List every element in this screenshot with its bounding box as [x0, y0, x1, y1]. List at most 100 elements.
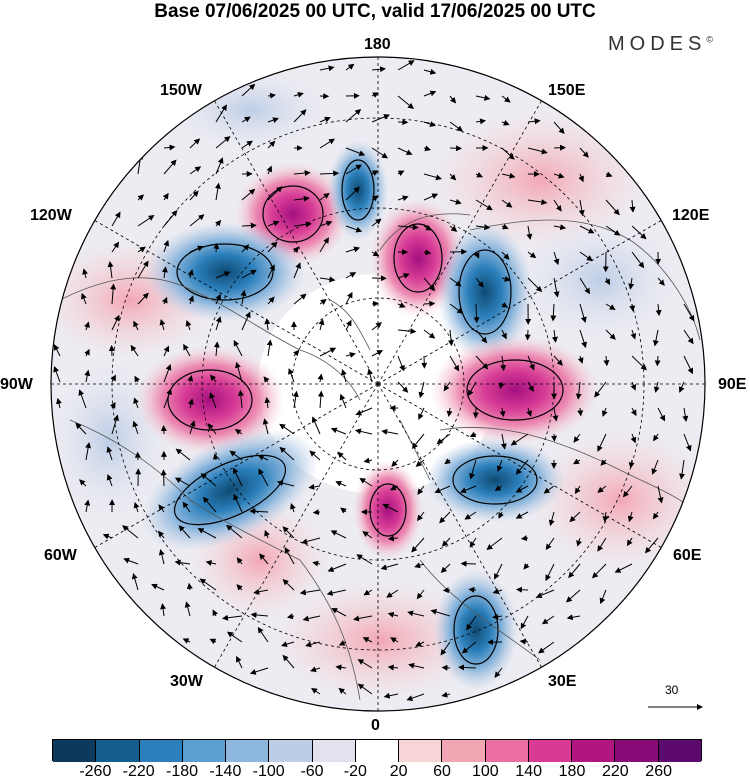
wind-vector: [545, 537, 555, 551]
wind-vector: [345, 147, 366, 157]
wind-vector: [330, 530, 347, 539]
wind-vector: [250, 611, 269, 618]
wind-vector: [310, 666, 321, 673]
colorbar-tick-label: 140: [515, 763, 543, 780]
lon-label-150e: 150E: [548, 82, 586, 99]
wind-vector: [407, 610, 425, 617]
wind-vector: [236, 655, 243, 669]
lon-label-30e: 30E: [548, 673, 577, 690]
wind-vector: [406, 693, 425, 701]
wind-vector: [600, 459, 607, 466]
wind-vector: [371, 350, 383, 357]
wind-vector: [469, 431, 477, 438]
colorbar-swatch: [53, 740, 97, 762]
wind-vector: [163, 210, 178, 227]
wind-vector: [137, 194, 145, 201]
wind-vector: [501, 275, 511, 282]
wind-vector: [566, 614, 581, 621]
wind-vector: [267, 92, 276, 99]
wind-vector: [475, 355, 489, 370]
wind-vector: [357, 683, 373, 695]
wind-vector: [183, 343, 191, 357]
wind-vector: [371, 322, 382, 331]
wind-vector: [501, 172, 516, 179]
wind-vector: [109, 401, 116, 409]
wind-vector: [241, 116, 251, 123]
wind-vector: [160, 469, 167, 487]
wind-vector: [501, 199, 513, 208]
wind-vectors: [53, 60, 695, 701]
wind-vector: [679, 459, 685, 480]
wind-vector: [682, 407, 689, 422]
wind-vector: [527, 199, 548, 206]
wind-vector: [423, 249, 432, 256]
wind-vector: [498, 381, 505, 389]
wind-vector: [510, 433, 529, 446]
wind-vector: [111, 314, 120, 331]
colorbar-swatch: [355, 740, 400, 762]
wind-vector: [357, 659, 373, 669]
wind-vector: [264, 396, 271, 409]
colorbar-swatch: [139, 740, 183, 762]
colorbar-tick-label: -140: [209, 763, 242, 780]
wind-vector: [293, 170, 311, 177]
meridian-line: [214, 100, 379, 385]
colorbar-tick-label: 20: [389, 763, 408, 780]
wind-vector: [212, 609, 219, 617]
wind-vector: [397, 170, 405, 177]
wind-vector: [319, 65, 335, 72]
colorbar-swatch: [615, 740, 659, 762]
wind-vector: [449, 145, 462, 152]
wind-vector: [371, 147, 389, 159]
wind-vector: [222, 614, 243, 621]
wind-vector: [353, 615, 373, 622]
wind-vector: [263, 376, 270, 383]
wind-vector: [475, 224, 491, 231]
wind-vector: [605, 199, 620, 216]
wind-vector: [397, 328, 417, 335]
wind-vector: [257, 455, 269, 461]
wind-vector: [133, 397, 139, 409]
wind-vector: [157, 530, 165, 539]
colorbar-swatch: [442, 740, 486, 762]
wind-vector: [106, 473, 113, 487]
wind-vector: [444, 458, 451, 465]
colorbar-tick-label: -180: [165, 763, 199, 780]
coastlines: [59, 213, 701, 701]
wind-vector: [569, 511, 581, 523]
wind-vector: [573, 433, 581, 443]
wind-vector: [387, 664, 399, 671]
wind-vector: [423, 224, 432, 231]
wind-vector: [319, 116, 331, 123]
wind-vector: [486, 537, 503, 551]
wind-vector: [408, 662, 425, 669]
wind-vector: [188, 295, 194, 305]
wind-vector: [82, 268, 88, 279]
wind-vector: [415, 641, 425, 647]
wind-vector: [386, 589, 399, 598]
wind-vector: [319, 220, 333, 227]
wind-vector: [226, 631, 243, 643]
wind-vector: [418, 407, 425, 420]
wind-vector: [214, 219, 222, 227]
wind-vector: [397, 273, 410, 279]
wind-vector: [501, 120, 510, 126]
wind-vector: [257, 626, 269, 643]
wind-vector: [189, 166, 202, 175]
wind-vector: [381, 428, 399, 435]
wind-vector: [293, 349, 300, 357]
wind-vector: [449, 225, 458, 232]
lon-label-90e: 90E: [718, 376, 747, 393]
wind-vector: [578, 173, 584, 183]
pink-anomaly-90e: [430, 335, 600, 445]
meridian-line: [94, 383, 379, 548]
wind-vector: [446, 407, 453, 417]
wind-vector: [475, 329, 488, 344]
wind-vector: [597, 485, 607, 493]
wind-vector: [161, 296, 168, 305]
lon-label-30w: 30W: [170, 673, 203, 690]
wind-vector: [335, 664, 347, 671]
wind-vector: [158, 504, 165, 513]
blue-anomaly-60e: [425, 438, 565, 522]
anomaly-field: [51, 57, 705, 711]
